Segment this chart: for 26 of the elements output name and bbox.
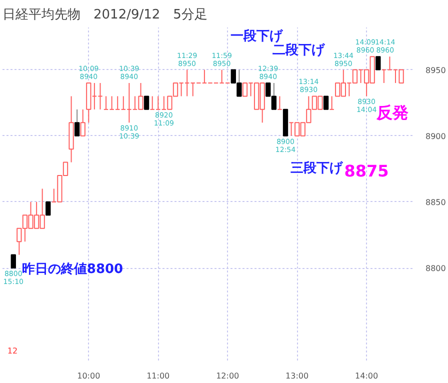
annotation: 三段下げ bbox=[290, 161, 344, 176]
candlestick bbox=[10, 254, 16, 268]
annotation: 二段下げ bbox=[272, 43, 326, 58]
x-tick-label: 12:00 bbox=[216, 372, 240, 380]
chart-title: 日経平均先物 2012/9/12 5分足 bbox=[2, 8, 208, 22]
candlestick bbox=[376, 56, 381, 70]
x-tick-label: 11:00 bbox=[146, 372, 170, 380]
x-tick-label: 14:00 bbox=[355, 372, 378, 380]
annotation: 12 bbox=[7, 346, 18, 356]
y-tick-label: 8800 bbox=[426, 264, 446, 273]
y-tick-label: 8850 bbox=[426, 198, 446, 207]
annotation: 反発 bbox=[376, 103, 408, 122]
annotation: 8875 bbox=[344, 162, 389, 180]
x-tick-label: 10:00 bbox=[77, 372, 100, 380]
annotation: 一段下げ bbox=[230, 29, 284, 44]
candlestick bbox=[144, 96, 150, 110]
y-tick-label: 8950 bbox=[426, 66, 446, 75]
candlestick bbox=[46, 201, 51, 216]
annotation: 昨日の終値8800 bbox=[22, 262, 124, 277]
candlestick bbox=[329, 96, 334, 110]
candlestick bbox=[74, 108, 80, 136]
candlestick bbox=[80, 108, 86, 136]
candlestick bbox=[277, 96, 282, 110]
candlestick bbox=[323, 96, 329, 110]
y-tick-label: 8900 bbox=[426, 132, 446, 141]
x-tick-label: 13:00 bbox=[286, 372, 309, 380]
